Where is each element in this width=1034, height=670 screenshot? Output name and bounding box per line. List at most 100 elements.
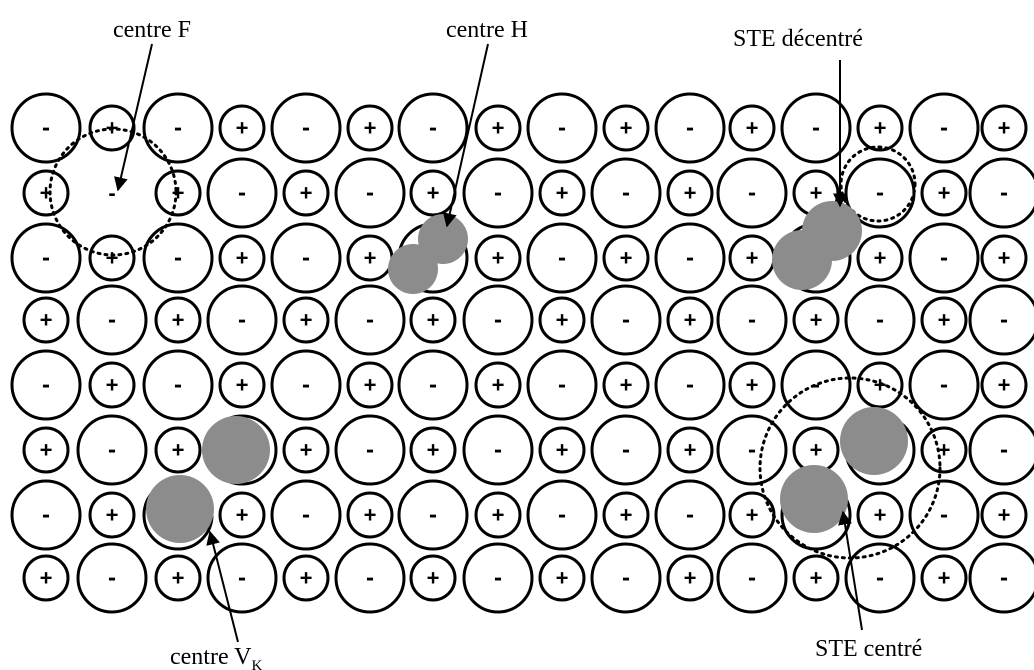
cation-sign: + xyxy=(998,503,1011,528)
cation-sign: + xyxy=(236,373,249,398)
cation-sign: + xyxy=(998,246,1011,271)
cation-circle xyxy=(980,361,1028,409)
cation-circle xyxy=(218,491,266,539)
label-centre-h: centre H xyxy=(446,17,528,43)
cation-sign: + xyxy=(172,308,185,333)
cation-sign: + xyxy=(746,503,759,528)
anion-circle xyxy=(76,542,148,614)
cation-circle xyxy=(154,426,202,474)
anion: - xyxy=(908,349,980,421)
anion-circle xyxy=(206,284,278,356)
cation-sign: + xyxy=(172,566,185,591)
cation-circle xyxy=(346,491,394,539)
anion-sign: - xyxy=(558,372,566,399)
cation-sign: + xyxy=(684,438,697,463)
anion: - xyxy=(590,414,662,486)
anion-sign: - xyxy=(622,307,630,334)
cation: + xyxy=(980,104,1028,152)
anion-circle xyxy=(590,157,662,229)
cation-circle xyxy=(728,104,776,152)
anion: - xyxy=(590,542,662,614)
cation-circle xyxy=(920,169,968,217)
anion-circle xyxy=(908,222,980,294)
cation-sign: + xyxy=(684,308,697,333)
anion: - xyxy=(206,157,278,229)
anion-circle xyxy=(654,92,726,164)
cation: + xyxy=(22,426,70,474)
anion-circle xyxy=(334,542,406,614)
cation: + xyxy=(218,491,266,539)
anion: - xyxy=(462,414,534,486)
cation-sign: + xyxy=(492,116,505,141)
cation-sign: + xyxy=(106,503,119,528)
cation-sign: + xyxy=(998,116,1011,141)
cation-sign: + xyxy=(364,503,377,528)
ste-decentre-electron-cloud xyxy=(839,145,917,223)
cation-circle xyxy=(920,426,968,474)
anion-circle xyxy=(908,479,980,551)
cation: + xyxy=(920,169,968,217)
cation: + xyxy=(666,426,714,474)
anion: - xyxy=(462,284,534,356)
anion: - xyxy=(716,284,788,356)
anion-circle xyxy=(270,92,342,164)
anion: - xyxy=(10,349,82,421)
anion: - xyxy=(334,414,406,486)
cation: + xyxy=(792,426,840,474)
cation: + xyxy=(154,296,202,344)
anion-circle xyxy=(654,222,726,294)
cation: + xyxy=(282,554,330,602)
anion-circle xyxy=(142,92,214,164)
cation-circle xyxy=(856,104,904,152)
anion: - xyxy=(908,222,980,294)
anion: - xyxy=(844,284,916,356)
anion: - xyxy=(526,479,598,551)
cation-circle xyxy=(88,361,136,409)
label-centre-vk-main: centre V xyxy=(170,644,252,670)
anion-sign: - xyxy=(429,115,437,142)
anion: - xyxy=(716,157,788,229)
anion-sign: - xyxy=(748,437,756,464)
anion: - xyxy=(142,92,214,164)
anion-sign: - xyxy=(748,565,756,592)
anion: - xyxy=(908,92,980,164)
anion: - xyxy=(397,92,469,164)
anion-sign: - xyxy=(302,372,310,399)
cation-circle xyxy=(218,361,266,409)
anion-circle xyxy=(968,414,1034,486)
cation: + xyxy=(602,104,650,152)
cation-sign: + xyxy=(300,308,313,333)
cation: + xyxy=(728,491,776,539)
cation-sign: + xyxy=(938,566,951,591)
cation: + xyxy=(282,169,330,217)
anion-sign: - xyxy=(940,245,948,272)
cation: + xyxy=(980,234,1028,282)
cation-circle xyxy=(218,104,266,152)
cation-sign: + xyxy=(427,181,440,206)
cation-sign: + xyxy=(106,373,119,398)
anion: - xyxy=(270,92,342,164)
cation-sign: + xyxy=(236,503,249,528)
cation: + xyxy=(474,361,522,409)
label-centre-vk-sub: K xyxy=(252,658,263,670)
anion: - xyxy=(76,414,148,486)
anion: - xyxy=(397,479,469,551)
cation-circle xyxy=(538,426,586,474)
anion-sign: - xyxy=(238,180,246,207)
anion: - xyxy=(462,157,534,229)
cation: + xyxy=(474,104,522,152)
anion-sign: - xyxy=(494,307,502,334)
cation-sign: + xyxy=(172,438,185,463)
cation-circle xyxy=(920,296,968,344)
label-ste-centre: STE centré xyxy=(815,636,922,662)
cation-circle xyxy=(602,361,650,409)
cation-sign: + xyxy=(684,566,697,591)
anion-circle xyxy=(334,157,406,229)
trapped-hole xyxy=(780,465,848,533)
anion-sign: - xyxy=(748,180,756,207)
cation-circle xyxy=(980,104,1028,152)
anion-sign: - xyxy=(876,307,884,334)
anion: - xyxy=(334,157,406,229)
anion-sign: - xyxy=(876,180,884,207)
